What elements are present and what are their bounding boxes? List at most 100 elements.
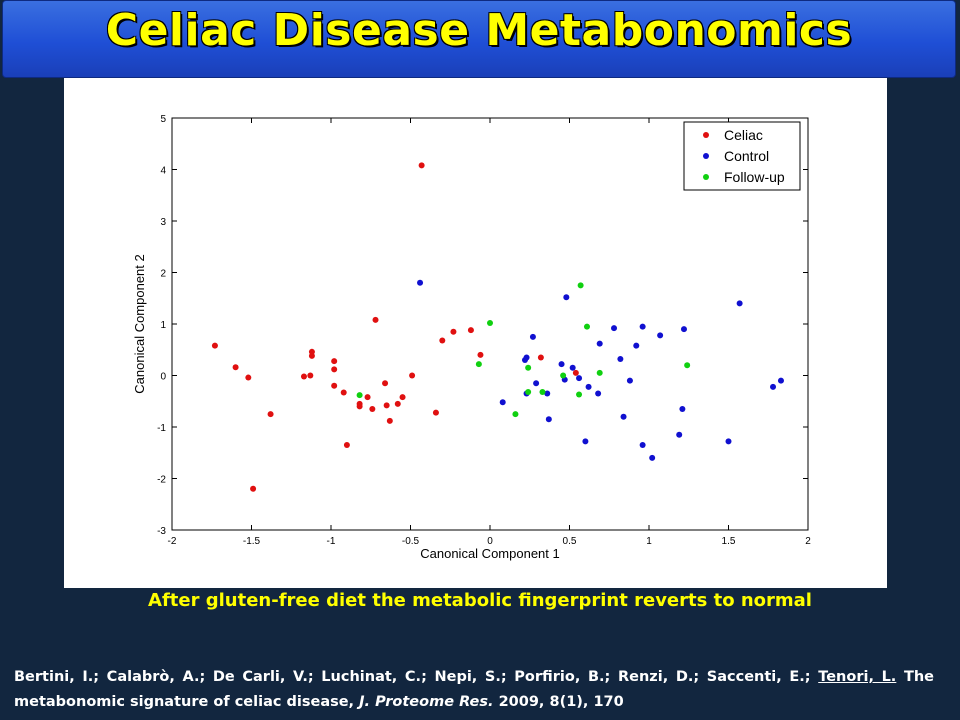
point-celiac	[308, 348, 315, 355]
point-control	[417, 279, 424, 286]
point-celiac	[439, 337, 446, 344]
x-axis-label: Canonical Component 1	[420, 546, 559, 561]
x-tick-label: 2	[805, 536, 811, 547]
point-celiac	[432, 409, 439, 416]
point-control	[529, 333, 536, 340]
point-control	[585, 383, 592, 390]
point-celiac	[467, 327, 474, 334]
y-tick-label: 4	[160, 166, 166, 177]
point-control	[569, 364, 576, 371]
legend-label-follow-up: Follow-up	[724, 169, 785, 185]
point-control	[576, 375, 583, 382]
point-control	[633, 342, 640, 349]
x-tick-label: 0	[487, 536, 493, 547]
point-celiac	[386, 417, 393, 424]
point-follow-up	[560, 372, 567, 379]
point-celiac	[372, 316, 379, 323]
point-control	[639, 323, 646, 330]
point-control	[499, 399, 506, 406]
legend-marker-follow-up	[703, 174, 709, 180]
point-control	[777, 377, 784, 384]
point-control	[626, 377, 633, 384]
legend-marker-celiac	[703, 132, 709, 138]
point-celiac	[331, 366, 338, 373]
point-control	[770, 383, 777, 390]
point-celiac	[343, 442, 350, 449]
point-control	[563, 294, 570, 301]
x-tick-label: -2	[168, 536, 177, 547]
x-tick-label: 1	[646, 536, 652, 547]
citation-authors: Bertini, I.; Calabrò, A.; De Carli, V.; …	[14, 669, 819, 685]
x-tick-label: -0.5	[402, 536, 420, 547]
point-celiac	[383, 402, 390, 409]
point-control	[657, 332, 664, 339]
point-celiac	[537, 354, 544, 361]
point-celiac	[340, 389, 347, 396]
plot-panel: -2 -1.5 -1 -0.5 0 0.5 1 1.5 2 -3 -2 -1 0 1 2 3 4 5 Canonic…	[64, 78, 887, 588]
y-tick-label: 3	[160, 217, 166, 228]
point-follow-up	[576, 391, 583, 398]
y-tick-label: 2	[160, 269, 166, 280]
x-tick-label: 1.5	[722, 536, 736, 547]
point-celiac	[250, 485, 257, 492]
point-celiac	[331, 358, 338, 365]
citation-title: The metabonomic signature of celiac dise…	[14, 669, 934, 710]
scatter-chart: -2 -1.5 -1 -0.5 0 0.5 1 1.5 2-3-2-1012345Canonic…	[132, 114, 811, 561]
point-control	[596, 340, 603, 347]
point-control	[679, 405, 686, 412]
y-tick-label: -1	[157, 423, 166, 434]
x-tick-label: 0.5	[563, 536, 577, 547]
point-celiac	[364, 394, 371, 401]
x-tick-label: -1.5	[243, 536, 261, 547]
point-celiac	[409, 372, 416, 379]
y-tick-label: -3	[157, 526, 166, 537]
citation-corresponding-author: Tenori, L.	[818, 669, 897, 685]
legend-marker-control	[703, 153, 709, 159]
point-control	[676, 431, 683, 438]
point-follow-up	[596, 369, 603, 376]
citation-journal: J. Proteome Res.	[359, 694, 494, 710]
title-bar: Celiac Disease Metabonomics	[2, 0, 956, 78]
point-celiac	[232, 364, 239, 371]
point-control	[649, 454, 656, 461]
point-control	[620, 413, 627, 420]
point-celiac	[307, 372, 314, 379]
point-celiac	[450, 328, 457, 335]
point-celiac	[399, 394, 406, 401]
citation-details: 2009, 8(1), 170	[493, 694, 624, 710]
point-follow-up	[525, 364, 532, 371]
point-control	[595, 390, 602, 397]
point-celiac	[394, 400, 401, 407]
y-axis-label: Canonical Component 2	[132, 254, 147, 393]
point-celiac	[211, 342, 218, 349]
y-tick-label: 1	[160, 320, 166, 331]
point-control	[545, 416, 552, 423]
legend-label-control: Control	[724, 148, 769, 164]
point-follow-up	[525, 388, 532, 395]
point-celiac	[369, 405, 376, 412]
point-follow-up	[356, 392, 363, 399]
point-control	[544, 390, 551, 397]
point-control	[680, 326, 687, 333]
x-tick-label: -1	[327, 536, 336, 547]
point-follow-up	[512, 411, 519, 418]
point-control	[582, 438, 589, 445]
point-celiac	[382, 380, 389, 387]
point-control	[558, 361, 565, 368]
point-follow-up	[539, 388, 546, 395]
point-celiac	[572, 369, 579, 376]
point-celiac	[477, 351, 484, 358]
y-tick-label: 5	[160, 114, 166, 125]
point-control	[639, 442, 646, 449]
point-control	[725, 438, 732, 445]
point-follow-up	[475, 361, 482, 368]
point-celiac	[331, 382, 338, 389]
legend-label-celiac: Celiac	[724, 127, 763, 143]
citation: Bertini, I.; Calabrò, A.; De Carli, V.; …	[14, 665, 934, 715]
point-follow-up	[583, 323, 590, 330]
point-celiac	[418, 162, 425, 169]
point-celiac	[267, 411, 274, 418]
point-follow-up	[487, 319, 493, 326]
point-follow-up	[684, 362, 691, 369]
point-control	[736, 300, 743, 307]
